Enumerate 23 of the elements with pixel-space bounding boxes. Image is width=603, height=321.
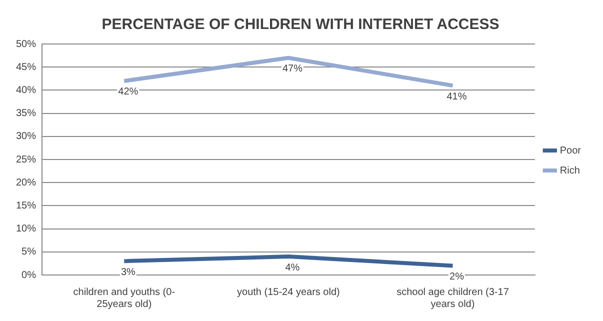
y-tick-label: 0% — [22, 270, 36, 281]
x-tick-label: school age children (3-17 years old) — [396, 286, 510, 310]
y-tick-label: 50% — [16, 38, 36, 50]
chart-title: PERCENTAGE OF CHILDREN WITH INTERNET ACCESS — [102, 16, 500, 34]
y-tick-label: 25% — [16, 154, 36, 166]
data-label: 42% — [118, 86, 138, 98]
y-tick-label: 35% — [16, 108, 36, 120]
y-tick-label: 40% — [16, 84, 36, 96]
x-tick-label: children and youths (0-25years old) — [73, 286, 176, 310]
data-label: 3% — [120, 266, 136, 278]
y-tick-label: 15% — [16, 200, 36, 212]
legend-label: Poor — [560, 145, 582, 156]
y-tick-label: 45% — [16, 62, 36, 73]
y-tick-label: 10% — [16, 224, 36, 235]
x-tick-label: youth (15-24 years old) — [237, 286, 340, 298]
data-label: 4% — [285, 262, 300, 274]
y-tick-label: 5% — [22, 246, 36, 258]
y-tick-label: 30% — [16, 131, 36, 142]
legend-label: Rich — [560, 165, 580, 176]
y-tick-label: 20% — [16, 177, 36, 188]
data-label: 47% — [282, 64, 303, 75]
data-label: 41% — [446, 91, 467, 102]
data-label: 2% — [450, 272, 464, 283]
